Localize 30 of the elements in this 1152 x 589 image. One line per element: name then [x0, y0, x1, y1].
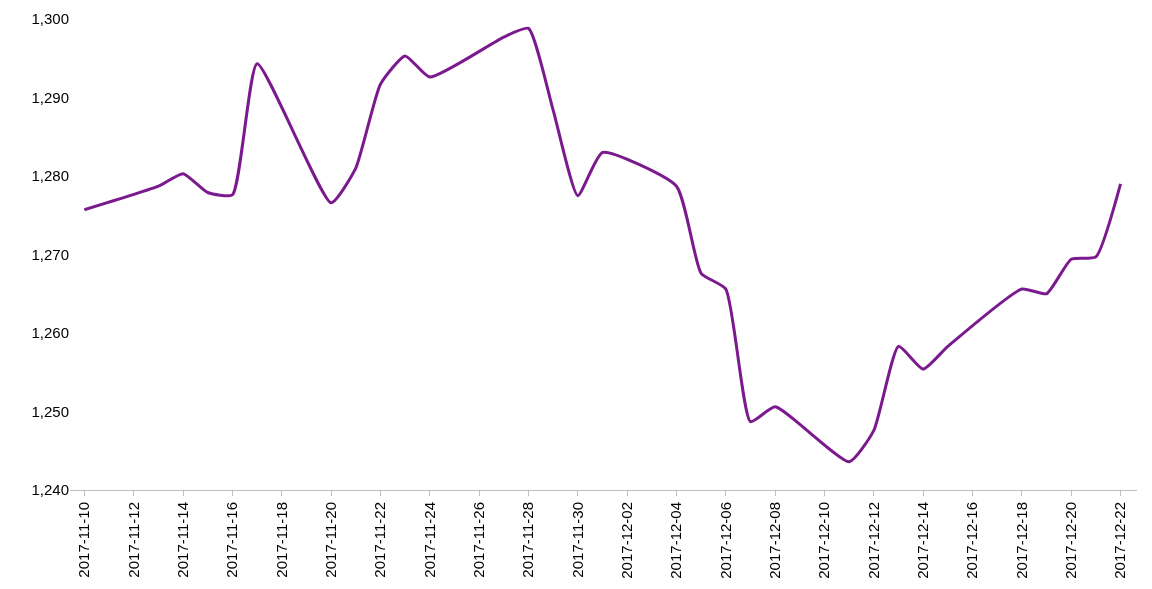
x-tick-label: 2017-12-06	[716, 502, 734, 579]
x-tick-label: 2017-11-26	[469, 502, 487, 578]
y-tick-label: 1,250	[31, 402, 69, 420]
x-tick-label: 2017-12-02	[618, 502, 636, 579]
x-tick-label: 2017-11-10	[75, 502, 93, 578]
line-series	[82, 26, 1123, 464]
x-tick-label: 2017-11-30	[568, 502, 586, 578]
y-tick-label: 1,290	[31, 88, 69, 106]
x-tick-label: 2017-12-14	[914, 502, 932, 579]
x-tick-label: 2017-12-20	[1062, 502, 1080, 579]
x-tick-label: 2017-12-18	[1012, 502, 1030, 579]
x-tick-label: 2017-11-20	[321, 502, 339, 578]
y-tick-label: 1,300	[31, 10, 69, 28]
x-tick-label: 2017-12-04	[667, 502, 685, 579]
x-tick-label: 2017-11-18	[272, 502, 290, 578]
y-tick-label: 1,260	[31, 324, 69, 342]
x-tick-label: 2017-12-08	[766, 502, 784, 579]
x-tick-label: 2017-12-12	[864, 502, 882, 579]
x-tick-label: 2017-11-28	[519, 502, 537, 578]
x-tick-label: 2017-11-16	[223, 502, 241, 578]
x-tick-label: 2017-12-10	[815, 502, 833, 579]
x-tick-label: 2017-12-22	[1111, 502, 1129, 579]
x-tick-label: 2017-11-24	[420, 502, 438, 578]
y-tick-label: 1,280	[31, 167, 69, 185]
x-tick-label: 2017-12-16	[963, 502, 981, 579]
x-tick-label: 2017-11-14	[173, 502, 191, 578]
y-tick-label: 1,240	[31, 481, 69, 499]
y-tick-label: 1,270	[31, 245, 69, 263]
x-tick-label: 2017-11-12	[124, 502, 142, 578]
x-tick-label: 2017-11-22	[371, 502, 389, 578]
